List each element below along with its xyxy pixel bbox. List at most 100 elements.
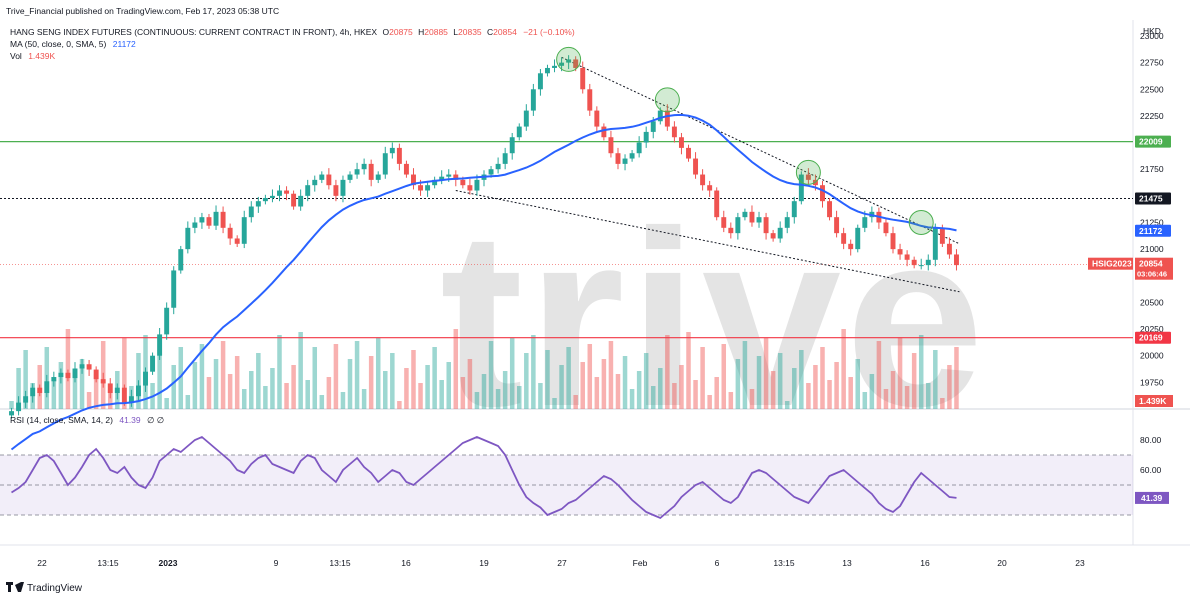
candle-body: [30, 387, 36, 397]
candle-body: [523, 110, 529, 127]
tag-resistance-bg: [1135, 135, 1171, 148]
volume-bar: [51, 380, 57, 409]
candle-body: [904, 254, 910, 260]
volume-bar: [460, 377, 466, 409]
tag-volume-bg: [1135, 395, 1173, 407]
volume-bar: [312, 347, 318, 409]
rsi-label: RSI (14, close, SMA, 14, 2): [10, 415, 113, 425]
price-tick-label: 20500: [1140, 297, 1164, 307]
volume-bar: [502, 371, 508, 409]
volume-bar: [658, 368, 663, 409]
volume-bar: [933, 350, 938, 409]
volume-bar: [728, 392, 734, 409]
candle-body: [269, 195, 275, 198]
candle-body: [918, 265, 924, 267]
candle-body: [185, 227, 191, 250]
lower-trendline: [455, 190, 960, 293]
price-tick-label: 20000: [1140, 351, 1164, 361]
candle-body: [403, 163, 409, 175]
ohlc-l-label: L: [453, 27, 458, 37]
candle-body: [241, 217, 247, 244]
volume-bar: [904, 386, 910, 409]
candle-body: [552, 65, 557, 68]
candle-body: [954, 254, 959, 266]
price-tick-label: 23000: [1140, 31, 1164, 41]
volume-bar: [234, 356, 240, 409]
volume-bar: [107, 389, 113, 409]
symbol-title: HANG SENG INDEX FUTURES (CONTINUOUS: CUR…: [10, 27, 575, 37]
volume-bar: [573, 395, 578, 409]
candle-body: [509, 137, 515, 154]
volume-bar: [650, 386, 656, 409]
volume-bar: [86, 392, 92, 409]
currency-label: HKD: [1143, 26, 1161, 36]
volume-bar: [679, 365, 684, 409]
candle-body: [791, 201, 797, 218]
candle-body: [848, 243, 854, 250]
volume-bar: [552, 398, 557, 409]
ma-line: [10, 113, 957, 451]
time-tick-label: 13: [842, 558, 852, 568]
candle-body: [340, 179, 346, 196]
touch-markers: [556, 46, 934, 235]
rsi-band: [0, 454, 1133, 516]
price-axis[interactable]: 2300022750225002225022000217502150021250…: [1140, 31, 1164, 475]
price-tick-label: 21750: [1140, 164, 1164, 174]
time-tick-label: 22: [37, 558, 47, 568]
candle-body: [728, 227, 734, 234]
volume-bar: [213, 359, 219, 409]
volume-bar: [298, 332, 303, 409]
volume-bar: [601, 359, 607, 409]
candle-body: [636, 142, 642, 154]
candle-body: [178, 249, 184, 271]
ma-legend[interactable]: MA (50, close, 0, SMA, 5) 21172: [10, 39, 136, 49]
volume-bar: [700, 347, 705, 409]
candle-body: [700, 174, 706, 186]
tradingview-logo[interactable]: TradingView: [6, 582, 83, 594]
candle-body: [171, 270, 177, 308]
candle-body: [805, 174, 811, 180]
candle-body: [467, 185, 473, 191]
candle-body: [622, 158, 628, 164]
volume-bar: [305, 380, 310, 409]
candle-body: [234, 238, 240, 244]
candle-body: [298, 195, 304, 207]
tag-level-bg: [1135, 192, 1171, 205]
tradingview-logo-text: TradingView: [27, 583, 83, 594]
volume-bar: [693, 380, 698, 409]
volume-bar: [714, 377, 719, 409]
candle-body: [432, 179, 438, 186]
ohlc-change: −21 (−0.10%): [523, 27, 575, 37]
volume-bar: [841, 329, 846, 409]
volume-bar: [397, 401, 402, 409]
candle-body: [305, 185, 311, 196]
rsi-legend[interactable]: RSI (14, close, SMA, 14, 2) 41.39 ∅ ∅: [10, 415, 165, 425]
candle-body: [650, 121, 656, 132]
candle-body: [841, 233, 847, 244]
volume-bar: [206, 377, 212, 409]
candle-body: [798, 174, 804, 202]
price-tick-label: 20250: [1140, 324, 1164, 334]
candle-body: [530, 89, 536, 111]
publisher-line: Trive_Financial published on TradingView…: [6, 6, 279, 16]
candle-body: [446, 174, 452, 177]
candle-body: [93, 369, 99, 380]
volume-bar: [538, 383, 543, 409]
volume-bar: [869, 374, 875, 409]
vol-legend[interactable]: Vol 1.439K: [10, 51, 55, 61]
volume-bar: [241, 389, 247, 409]
volume-bar: [23, 350, 28, 409]
tag-symbol-bg: [1088, 257, 1133, 270]
volume-bar: [284, 383, 289, 409]
candle-body: [396, 147, 402, 164]
candle-body: [643, 131, 649, 143]
volume-bar: [368, 356, 374, 409]
volume-bar: [65, 329, 71, 409]
touch-point-marker: [654, 87, 680, 113]
time-axis[interactable]: 22 13:15 2023 9 13:15 16 19 27 Feb 6 13:15 13 16 20 23: [37, 558, 1085, 568]
time-tick-label: 2023: [159, 558, 178, 568]
candle-body: [897, 249, 903, 255]
candle-body: [925, 259, 931, 266]
volume-bar: [827, 380, 832, 409]
vol-label: Vol: [10, 51, 22, 61]
